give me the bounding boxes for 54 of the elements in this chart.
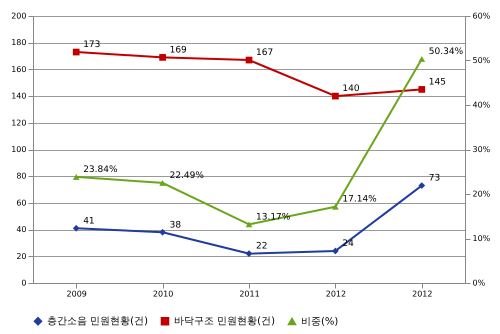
y-tick-label: 180	[11, 38, 26, 48]
y-tick-label: 200	[11, 12, 26, 20]
data-label: 41	[83, 216, 95, 226]
data-label: 167	[256, 48, 274, 58]
y2-tick-label: 60%	[472, 12, 491, 20]
data-label: 145	[428, 77, 446, 88]
y-tick-label: 120	[11, 118, 26, 128]
y-tick-label: 80	[16, 172, 26, 181]
y2-tick-label: 30%	[472, 145, 491, 154]
data-label: 23.84%	[83, 164, 118, 175]
x-tick-label: 2009	[66, 290, 87, 298]
point	[332, 92, 339, 100]
point	[159, 54, 166, 61]
data-label: 22	[256, 242, 268, 252]
point	[332, 204, 339, 210]
point	[418, 86, 426, 93]
y2-tick-label: 50%	[472, 56, 491, 65]
y-tick-label: 40	[16, 225, 26, 234]
data-label: 50.34%	[428, 46, 464, 57]
point	[72, 48, 80, 56]
point	[72, 174, 80, 180]
point	[159, 180, 166, 186]
point	[246, 56, 252, 64]
y-tick-label: 20	[16, 252, 26, 261]
x-tick-label: 2012	[326, 290, 346, 298]
data-label: 38	[170, 220, 182, 230]
x-tick-label: 2010	[152, 290, 174, 298]
x-tick-label: 2011	[239, 290, 260, 298]
legend-label: 비중(%)	[301, 316, 338, 328]
y-tick-label: 60	[16, 198, 26, 208]
legend-label: 바닥구조 민원현황(건)	[174, 316, 276, 328]
data-label: 169	[170, 45, 188, 56]
y2-tick-label: 20%	[472, 190, 491, 198]
data-label: 173	[83, 40, 100, 50]
data-label: 17.14%	[342, 194, 378, 205]
y-tick-label: 160	[11, 64, 26, 74]
x-tick-label: 2012	[412, 290, 432, 298]
point	[418, 182, 426, 189]
point	[246, 221, 252, 228]
point	[332, 248, 339, 254]
y2-tick-label: 10%	[472, 234, 491, 243]
point	[159, 228, 166, 236]
data-label: 73	[428, 174, 440, 184]
y-tick-label: 0	[21, 278, 26, 288]
point	[246, 250, 252, 257]
point	[72, 224, 80, 232]
y2-tick-label: 40%	[472, 100, 491, 110]
data-label: 22.49%	[170, 170, 204, 181]
y-tick-label: 100	[11, 145, 26, 154]
legend-label: 층간소음 민원현황(건)	[47, 316, 148, 328]
y-tick-label: 140	[11, 92, 26, 101]
point	[418, 56, 426, 62]
y2-tick-label: 0%	[472, 278, 486, 288]
data-label: 140	[342, 84, 360, 94]
